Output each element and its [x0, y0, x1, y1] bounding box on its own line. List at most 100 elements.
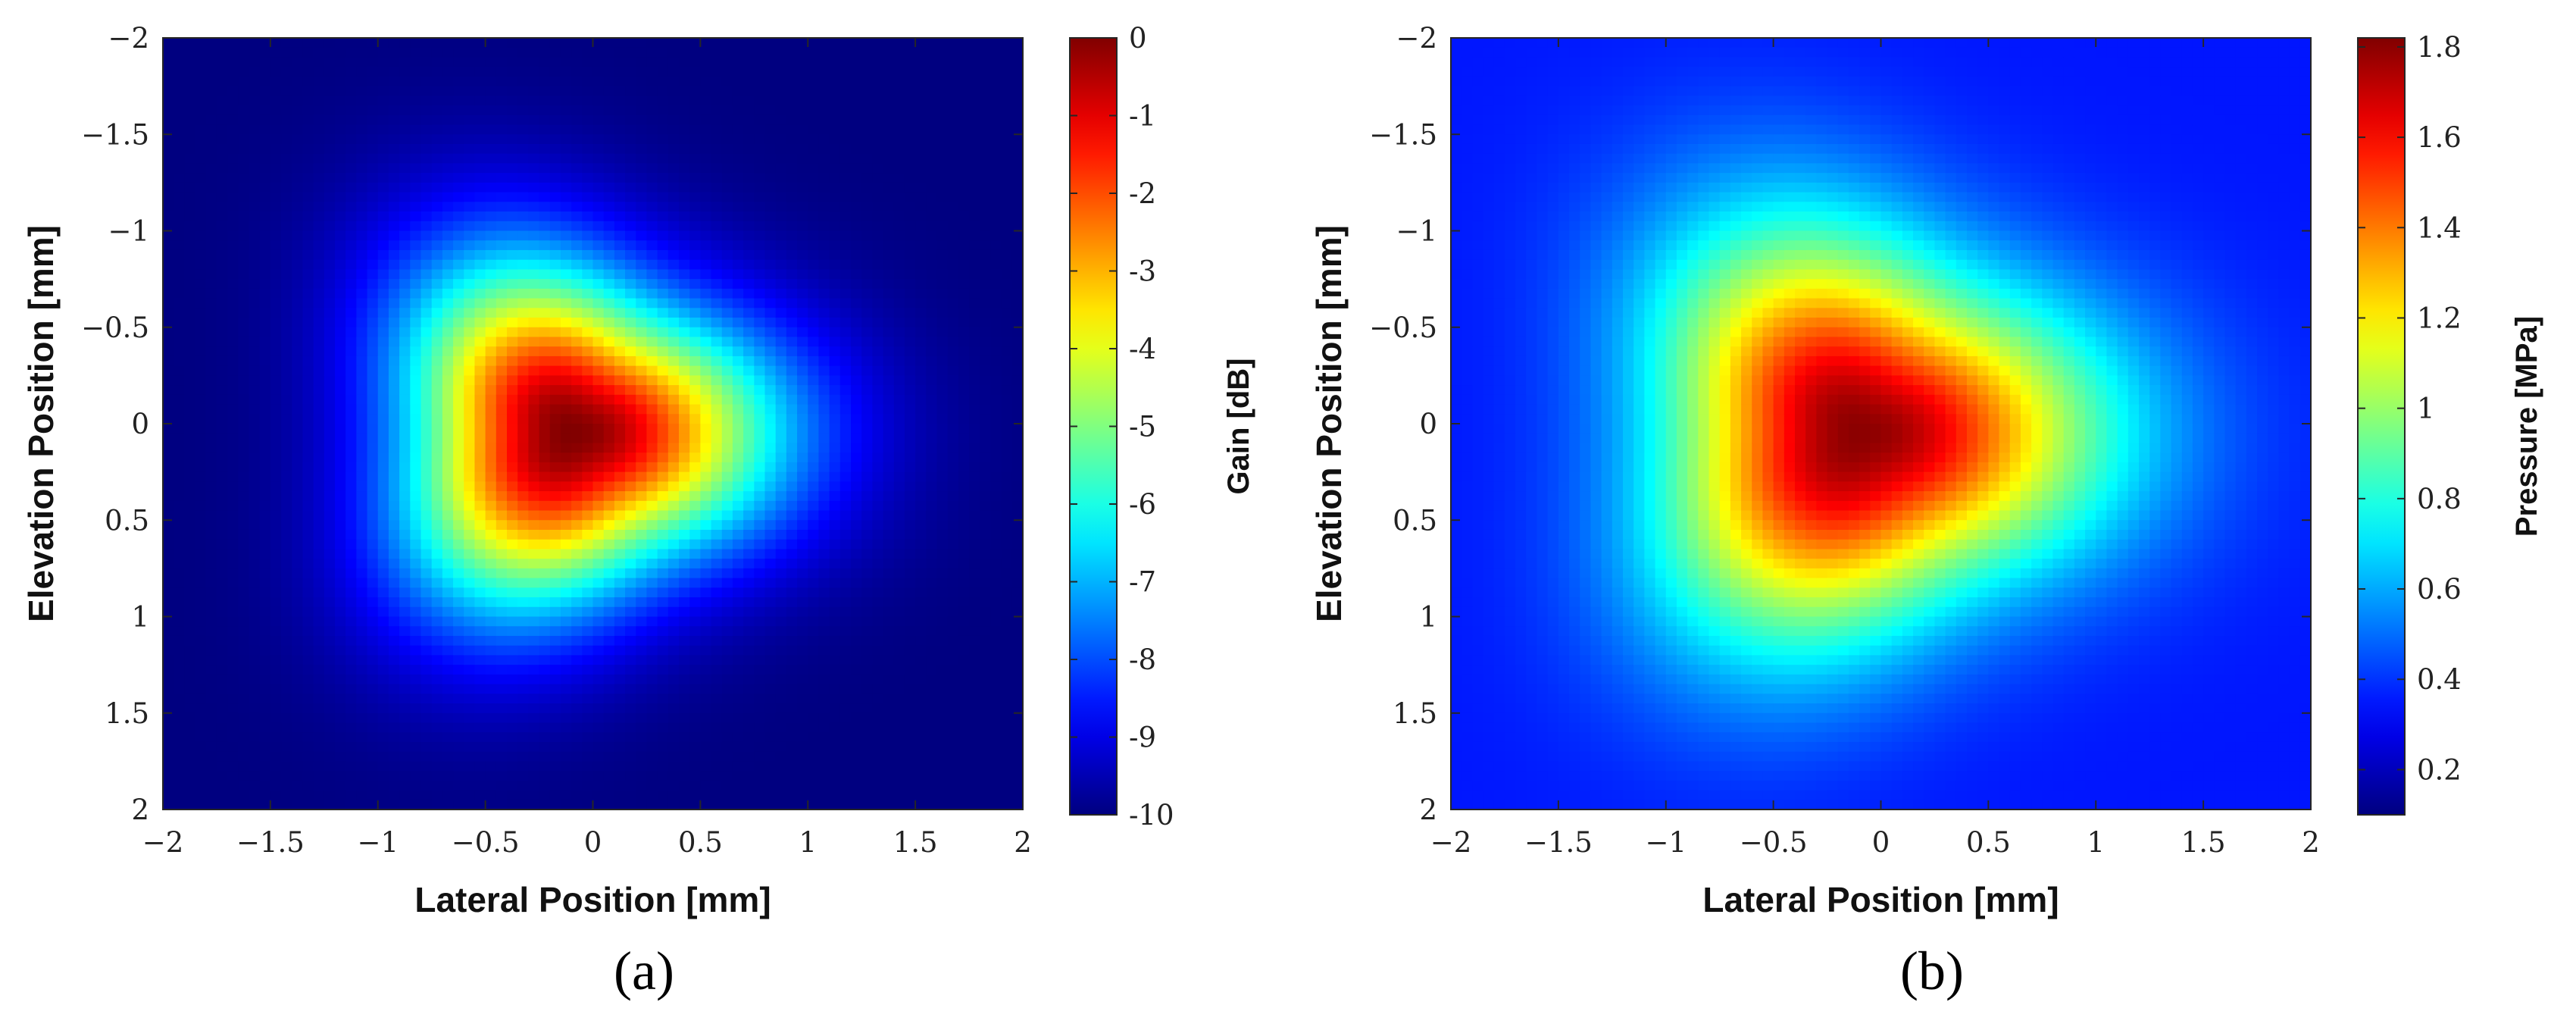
heatmap-cell — [485, 173, 497, 183]
heatmap-cell — [732, 732, 744, 743]
heatmap-cell — [227, 800, 239, 809]
heatmap-cell — [474, 355, 486, 367]
heatmap-cell — [571, 539, 583, 550]
heatmap-cell — [517, 684, 529, 694]
heatmap-cell — [410, 279, 422, 290]
heatmap-cell — [216, 453, 228, 463]
heatmap-cell — [227, 751, 239, 762]
heatmap-cell — [679, 684, 690, 694]
heatmap-cell — [700, 433, 712, 444]
heatmap-cell — [249, 568, 261, 579]
heatmap-cell — [603, 134, 615, 145]
heatmap-cell — [249, 308, 261, 318]
heatmap-cell — [474, 481, 486, 492]
heatmap-cell — [464, 355, 476, 367]
heatmap-cell — [818, 520, 830, 531]
heatmap-cell — [464, 221, 476, 232]
heatmap-cell — [216, 192, 228, 202]
heatmap-cell — [700, 143, 712, 155]
heatmap-cell — [367, 433, 379, 444]
heatmap-cell — [420, 539, 433, 550]
heatmap-cell — [571, 355, 583, 367]
heatmap-cell — [689, 481, 701, 492]
heatmap-cell — [377, 694, 389, 704]
heatmap-cell — [270, 153, 282, 164]
heatmap-cell — [464, 269, 476, 280]
heatmap-cell — [507, 520, 518, 531]
heatmap-cell — [399, 153, 411, 164]
heatmap-cell — [818, 597, 830, 608]
heatmap-cell — [195, 462, 207, 473]
heatmap-cell — [646, 163, 658, 174]
heatmap-cell — [808, 433, 820, 444]
heatmap-cell — [625, 385, 636, 396]
heatmap-cell — [679, 375, 690, 386]
heatmap-cell — [818, 424, 830, 434]
heatmap-cell — [302, 635, 314, 647]
heatmap-cell — [560, 375, 572, 386]
heatmap-cell — [238, 202, 250, 212]
heatmap-cell — [335, 365, 346, 376]
heatmap-cell — [453, 771, 464, 781]
heatmap-cell — [829, 47, 841, 58]
heatmap-cell — [496, 520, 508, 531]
heatmap-cell — [474, 800, 486, 809]
heatmap-cell — [657, 86, 669, 96]
heatmap-cell — [764, 568, 777, 579]
heatmap-cell — [399, 404, 411, 415]
heatmap-cell — [754, 67, 766, 77]
heatmap-cell — [184, 105, 196, 116]
heatmap-cell — [786, 606, 798, 618]
heatmap-cell — [560, 578, 572, 588]
heatmap-cell — [689, 510, 701, 521]
heatmap-cell — [453, 279, 464, 290]
heatmap-cell — [205, 327, 217, 338]
heatmap-cell — [302, 424, 314, 434]
heatmap-cell — [797, 453, 808, 463]
heatmap-cell — [195, 163, 207, 174]
heatmap-cell — [485, 385, 497, 396]
heatmap-cell — [335, 47, 346, 58]
heatmap-cell — [754, 771, 766, 781]
heatmap-cell — [646, 298, 658, 308]
heatmap-cell — [614, 298, 626, 308]
heatmap-cell — [270, 308, 282, 318]
heatmap-cell — [410, 712, 422, 724]
heatmap-cell — [754, 703, 766, 714]
heatmap-cell — [528, 269, 540, 280]
heatmap-cell — [560, 96, 572, 106]
heatmap-cell — [603, 771, 615, 781]
heatmap-cell — [571, 703, 583, 714]
heatmap-cell — [453, 240, 464, 251]
heatmap-cell — [721, 761, 733, 772]
heatmap-cell — [453, 568, 464, 579]
heatmap-cell — [571, 568, 583, 579]
heatmap-cell — [679, 606, 690, 618]
heatmap-cell — [636, 114, 648, 126]
heatmap-cell — [420, 143, 433, 155]
heatmap-cell — [205, 249, 217, 261]
heatmap-cell — [743, 47, 755, 58]
heatmap-cell — [764, 655, 777, 665]
heatmap-cell — [259, 365, 271, 376]
heatmap-cell — [507, 587, 518, 598]
heatmap-cell — [399, 57, 411, 67]
heatmap-cell — [667, 559, 680, 569]
heatmap-cell — [679, 211, 690, 222]
heatmap-cell — [775, 173, 787, 183]
heatmap-cell — [625, 741, 636, 753]
heatmap-cell — [313, 192, 325, 202]
heatmap-cell — [195, 491, 207, 502]
heatmap-cell — [700, 211, 712, 222]
heatmap-cell — [528, 221, 540, 232]
heatmap-cell — [689, 337, 701, 347]
heatmap-cell — [410, 288, 422, 299]
heatmap-cell — [496, 414, 508, 424]
heatmap-cell — [281, 414, 292, 424]
heatmap-cell — [786, 655, 798, 665]
heatmap-cell — [775, 346, 787, 357]
heatmap-cell — [216, 365, 228, 376]
heatmap-cell — [721, 559, 733, 569]
heatmap-cell — [657, 453, 669, 463]
heatmap-cell — [689, 318, 701, 328]
